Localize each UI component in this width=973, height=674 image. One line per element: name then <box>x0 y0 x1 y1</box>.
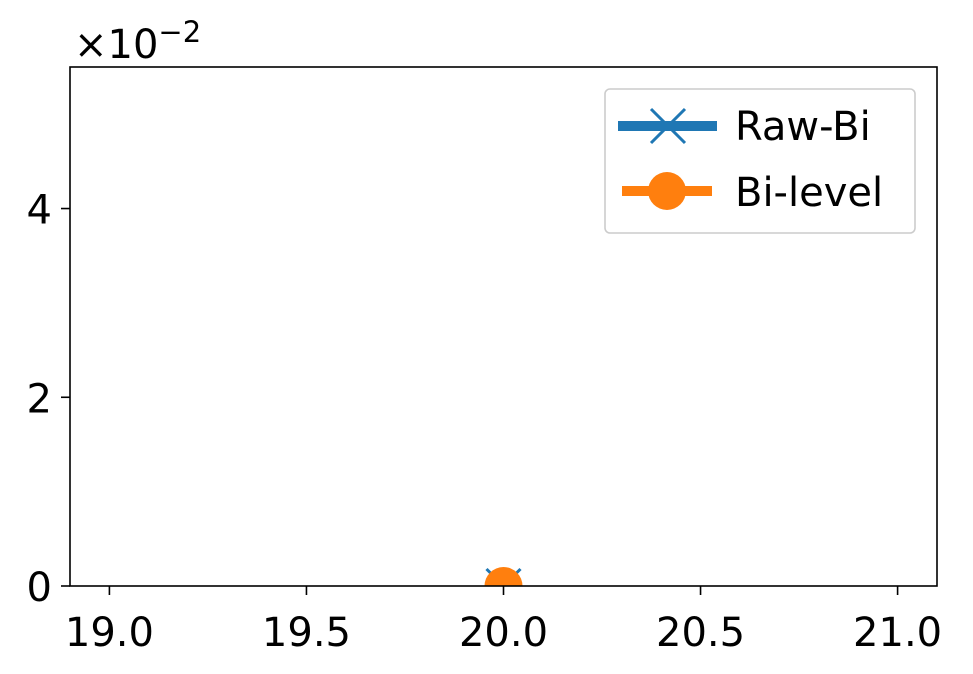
legend-marker-raw-bi <box>649 107 687 145</box>
legend-label-raw-bi: Raw-Bi <box>735 104 871 150</box>
y-axis-ticks: 0 2 4 <box>27 188 70 611</box>
y-offset-base: ×10 <box>74 22 158 68</box>
y-tick-label: 2 <box>27 376 52 422</box>
data-layer <box>484 567 523 586</box>
x-tick-label: 19.5 <box>262 610 351 656</box>
x-tick-label: 19.0 <box>65 610 154 656</box>
y-tick-label: 0 <box>27 565 52 611</box>
y-offset-exponent: −2 <box>158 15 201 49</box>
x-tick-label: 21.0 <box>853 610 942 656</box>
y-tick-label: 4 <box>27 188 52 234</box>
x-tick-label: 20.5 <box>656 610 745 656</box>
legend: Raw-Bi Bi-level <box>604 88 916 234</box>
x-axis-ticks: 19.0 19.5 20.0 20.5 21.0 <box>65 586 942 656</box>
legend-marker-bi-level <box>648 172 686 210</box>
x-tick-label: 20.0 <box>459 610 548 656</box>
legend-entry-raw-bi: Raw-Bi <box>618 104 871 150</box>
y-offset-label: ×10−2 <box>74 15 201 68</box>
legend-label-bi-level: Bi-level <box>735 170 883 216</box>
data-point-bi-level <box>484 567 523 586</box>
legend-entry-bi-level: Bi-level <box>622 170 883 216</box>
plot-frame <box>69 66 938 587</box>
